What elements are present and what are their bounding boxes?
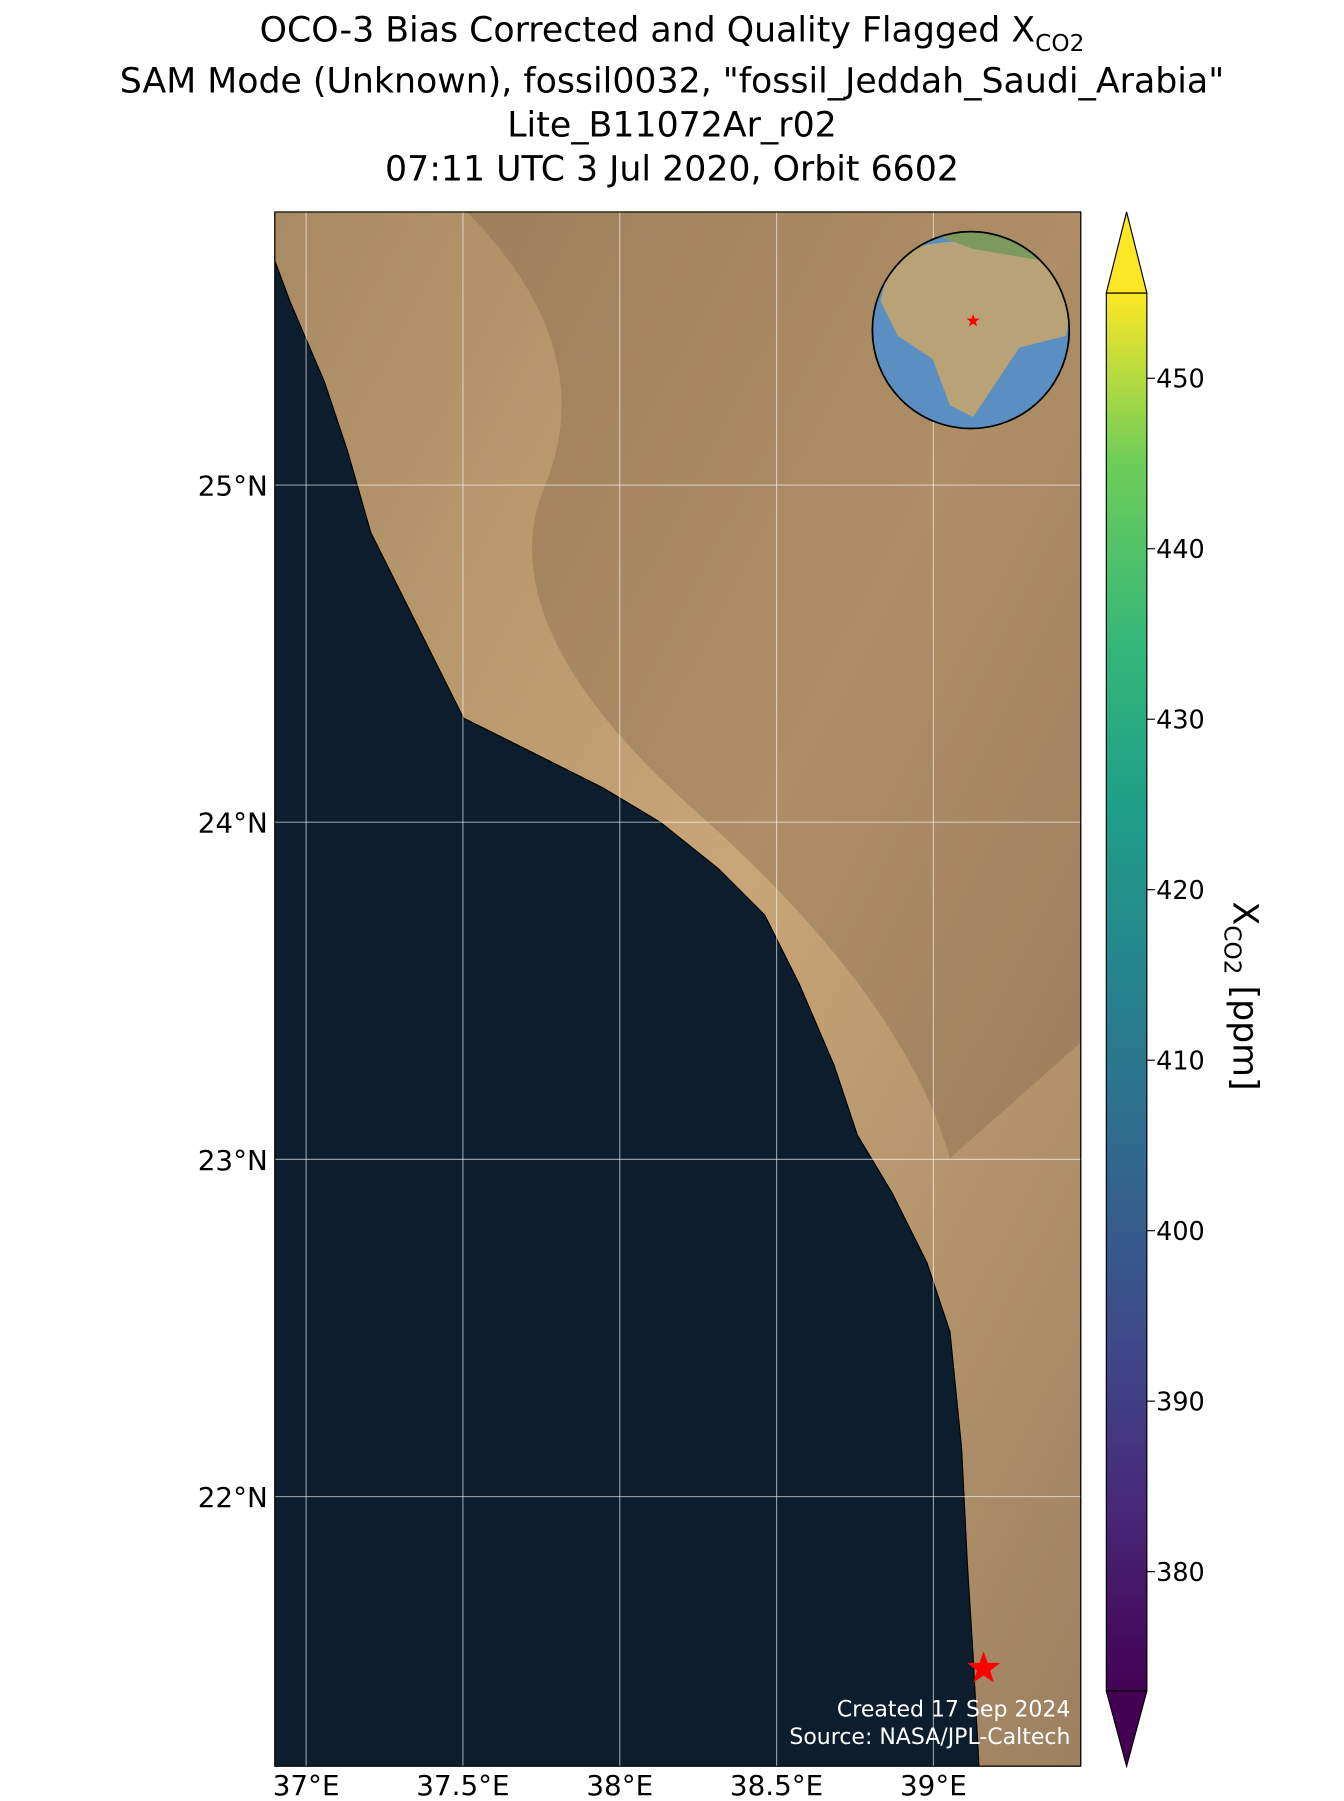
land [274,211,1081,1767]
colorbar-label-subscript: CO2 [1218,925,1244,974]
highlands [466,211,1081,1159]
grid: 37°E 37.5°E 38°E 38.5°E 39°E 25°N 24°N 23°N 22°N [198,211,1081,1801]
credit-text: Source: NASA/JPL-Caltech [789,1725,1070,1750]
y-tick-label: 23°N [198,1144,268,1177]
y-tick-label: 22°N [198,1481,268,1514]
colorbar-extend-max [1105,211,1148,294]
title-line: 07:11 UTC 3 Jul 2020, Orbit 6602 [385,150,959,190]
globe-site-marker [966,313,980,327]
title-subscript: CO2 [1035,31,1084,57]
colorbar-label-main: X [1225,902,1265,926]
title: OCO-3 Bias Corrected and Quality Flagged… [120,11,1224,190]
x-tick-label: 37°E [273,1769,340,1801]
x-tick-label: 37.5°E [416,1769,509,1801]
colorbar-tick-label: 420 [1156,876,1205,906]
colorbar-scale [1106,293,1147,1691]
colorbar-tick-label: 430 [1156,705,1205,735]
colorbar: 380 390 400 410 420 430 440 450 XCO2 [ppm] [1105,211,1265,1769]
colorbar-label-unit: [ppm] [1225,974,1265,1090]
colorbar-frame [1105,292,1148,1692]
credits: Created 17 Sep 2024 Source: NASA/JPL-Calt… [789,1697,1070,1750]
x-tick-label: 38°E [586,1769,653,1801]
site-marker [967,1651,1001,1683]
colorbar-extend-min [1105,1690,1148,1769]
globe-outline [871,230,1071,430]
colorbar-tick-label: 380 [1156,1558,1205,1588]
x-tick-label: 38.5°E [730,1769,823,1801]
colorbar-tick-label: 450 [1156,365,1205,395]
globe-land [880,241,1070,417]
title-main: OCO-3 Bias Corrected and Quality Flagged… [260,11,1036,51]
x-tick-label: 39°E [900,1769,967,1801]
title-line: OCO-3 Bias Corrected and Quality Flagged… [260,11,1085,57]
y-tick-label: 24°N [198,807,268,840]
colorbar-tick-label: 440 [1156,535,1205,565]
basemap [274,211,1081,1767]
y-tick-label: 25°N [198,469,268,502]
colorbar-label: XCO2 [ppm] [1218,902,1264,1091]
credit-text: Created 17 Sep 2024 [837,1697,1071,1722]
title-line: SAM Mode (Unknown), fossil0032, "fossil_… [120,62,1224,102]
colorbar-tick-label: 390 [1156,1387,1205,1417]
map-frame [274,211,1082,1767]
colorbar-tick-label: 410 [1156,1046,1205,1076]
title-line: Lite_B11072Ar_r02 [507,106,837,146]
site [966,313,1001,1683]
colorbar-tick-label: 400 [1156,1217,1205,1247]
